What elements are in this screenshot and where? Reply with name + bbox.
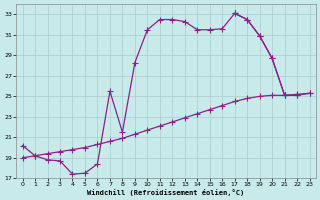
- X-axis label: Windchill (Refroidissement éolien,°C): Windchill (Refroidissement éolien,°C): [87, 189, 245, 196]
